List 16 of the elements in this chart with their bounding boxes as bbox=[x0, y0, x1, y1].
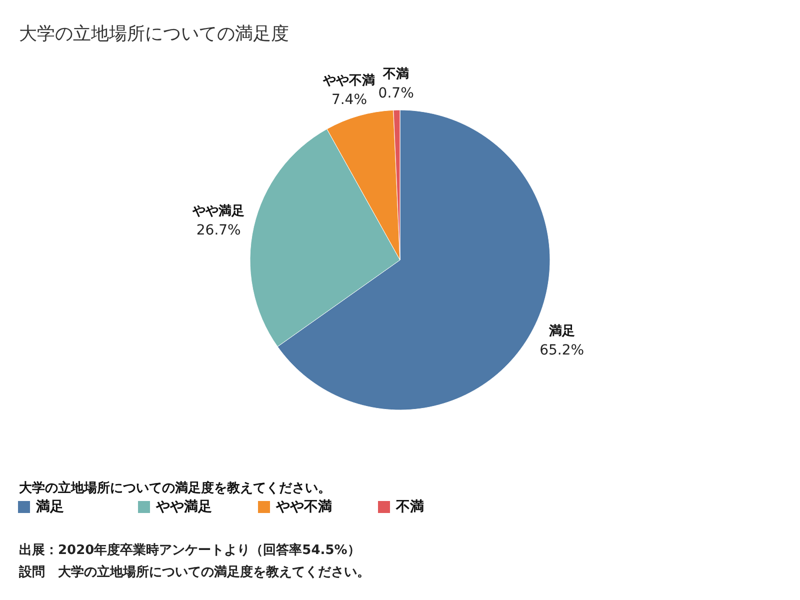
legend-label: 不満 bbox=[395, 499, 424, 515]
legend-title: 大学の立地場所についての満足度を教えてください。 bbox=[19, 480, 331, 496]
legend-label: 満足 bbox=[35, 499, 64, 515]
slice-label: やや不満 bbox=[322, 73, 376, 88]
text: 設問 大学の立地場所についての満足度を教えてください。 bbox=[18, 564, 370, 580]
legend-label: やや不満 bbox=[275, 499, 332, 515]
chart-title: 大学の立地場所についての満足度 bbox=[19, 24, 289, 44]
text: 出展：2020年度卒業時アンケートより（回答率54.5%） bbox=[19, 542, 360, 558]
legend-label: やや満足 bbox=[155, 499, 212, 515]
data-label: 7.4% bbox=[331, 92, 368, 108]
data-label: 26.7% bbox=[196, 222, 241, 239]
data-label: 0.7% bbox=[378, 85, 414, 102]
data-label: 65.2% bbox=[540, 342, 584, 358]
slice-label: やや満足 bbox=[192, 204, 245, 220]
slice-label: 不満 bbox=[382, 66, 410, 82]
slice-label: 満足 bbox=[548, 324, 575, 339]
